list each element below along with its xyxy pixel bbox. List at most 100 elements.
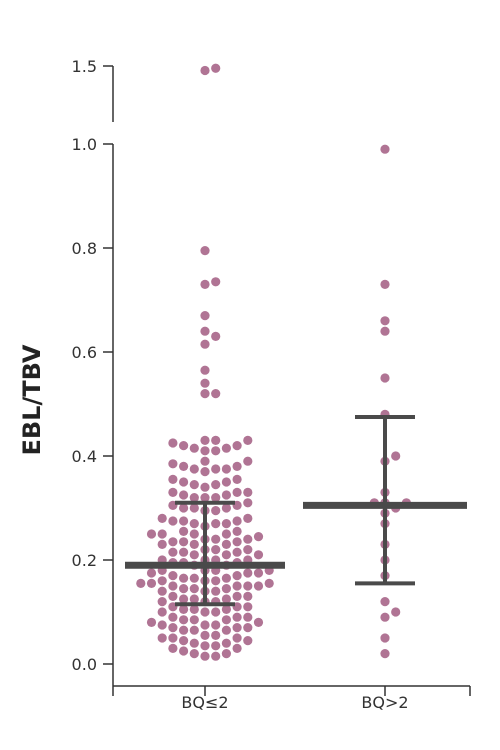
data-point <box>168 487 178 497</box>
y-tick-label: 0.8 <box>72 239 97 258</box>
data-point <box>200 493 210 503</box>
data-point <box>232 643 242 654</box>
data-point <box>179 537 189 547</box>
data-point <box>179 477 189 487</box>
data-point <box>380 279 390 289</box>
data-point <box>380 649 390 659</box>
data-point <box>232 516 242 526</box>
data-point <box>380 612 390 622</box>
data-point <box>179 441 189 451</box>
data-point <box>168 537 178 547</box>
data-point <box>168 633 178 643</box>
data-point <box>380 144 390 154</box>
data-point <box>380 633 390 643</box>
data-point <box>179 503 189 513</box>
data-point <box>157 620 167 630</box>
y-tick-label: 0.4 <box>72 447 97 466</box>
data-point <box>168 581 178 591</box>
data-point <box>211 586 221 596</box>
data-point <box>200 446 210 456</box>
data-point <box>211 651 221 661</box>
data-point <box>243 513 253 524</box>
data-point <box>189 594 199 604</box>
data-point <box>168 516 178 526</box>
data-point <box>221 477 231 487</box>
data-point <box>211 641 221 651</box>
data-point <box>189 573 199 583</box>
data-point <box>189 649 199 659</box>
data-point <box>221 490 231 500</box>
data-point <box>189 443 199 453</box>
data-point <box>243 602 253 612</box>
data-point <box>136 578 146 589</box>
data-point <box>189 625 199 635</box>
data-point <box>179 594 189 604</box>
data-point <box>200 435 210 445</box>
data-point <box>221 519 231 529</box>
data-point <box>189 480 199 490</box>
data-point <box>232 461 242 471</box>
data-point <box>211 545 221 555</box>
data-point <box>232 633 242 643</box>
data-point <box>189 550 199 560</box>
data-point <box>221 503 231 513</box>
data-point <box>253 617 264 628</box>
data-point <box>157 633 167 643</box>
data-point <box>157 607 167 617</box>
data-point <box>189 615 199 625</box>
data-point <box>200 482 210 492</box>
data-point <box>243 591 253 602</box>
data-point <box>157 576 167 586</box>
data-point <box>232 537 242 547</box>
data-point <box>179 646 189 656</box>
data-point <box>211 493 221 503</box>
data-point <box>179 573 189 583</box>
data-point <box>221 625 231 635</box>
data-point <box>168 612 178 622</box>
y-tick-label: 0.6 <box>72 343 97 362</box>
data-point <box>168 571 178 581</box>
data-point <box>168 547 178 557</box>
data-point <box>179 547 189 557</box>
data-point <box>221 584 231 594</box>
data-points <box>136 63 411 661</box>
data-point <box>179 490 189 500</box>
data-point <box>380 326 390 336</box>
data-point <box>221 638 231 648</box>
data-point <box>221 539 231 550</box>
data-point <box>232 547 242 557</box>
y-tick-label: 0.2 <box>72 551 97 570</box>
data-point <box>232 612 242 622</box>
data-point <box>232 526 242 537</box>
data-point <box>221 594 231 604</box>
data-point <box>179 625 189 635</box>
data-point <box>253 532 264 542</box>
data-point <box>253 581 264 591</box>
x-tick-label: BQ>2 <box>361 693 408 712</box>
data-point <box>232 441 242 451</box>
data-point <box>179 516 189 526</box>
data-point <box>168 438 178 448</box>
data-point <box>189 638 199 648</box>
data-point <box>157 539 167 550</box>
data-point <box>221 464 231 474</box>
data-point <box>243 498 253 508</box>
data-point <box>380 316 390 326</box>
data-point <box>211 277 221 287</box>
data-point <box>243 612 253 622</box>
data-point <box>243 545 253 555</box>
data-point <box>189 503 199 513</box>
data-point <box>243 487 253 497</box>
data-point <box>211 446 221 456</box>
data-point <box>168 459 178 469</box>
data-point <box>232 571 242 581</box>
data-point <box>243 636 253 646</box>
data-point <box>211 620 221 630</box>
data-point <box>243 534 253 544</box>
data-point <box>189 584 199 594</box>
data-point <box>179 584 189 594</box>
data-point <box>221 550 231 560</box>
data-point <box>253 568 264 578</box>
data-point <box>221 573 231 583</box>
